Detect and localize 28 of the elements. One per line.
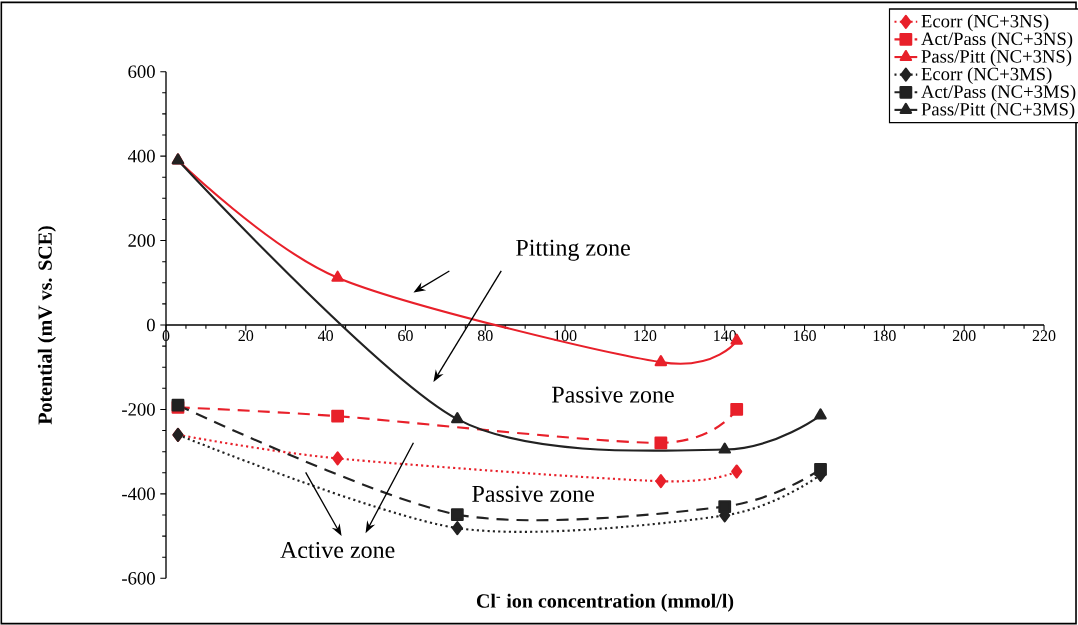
legend-label: Pass/Pitt (NC+3MS) (921, 102, 1075, 120)
x-tick-label: 60 (398, 330, 413, 342)
annotation: Active zone (280, 541, 395, 559)
y-tick-label: -200 (122, 403, 155, 416)
y-tick-label: 200 (128, 234, 155, 247)
x-tick-label: 40 (317, 330, 334, 342)
x-tick-label: 200 (952, 330, 976, 342)
legend-label: Pass/Pitt (NC+3NS) (921, 49, 1072, 67)
legend-label: Act/Pass (NC+3NS) (921, 31, 1073, 49)
y-tick-label: 0 (146, 318, 155, 332)
annotation: Pitting zone (516, 239, 630, 261)
x-tick-label: 80 (477, 330, 493, 342)
y-tick-label: -400 (122, 487, 155, 501)
x-tick-label: 160 (793, 330, 816, 342)
x-tick-label: 120 (634, 330, 657, 342)
x-tick-label: 180 (873, 330, 896, 342)
legend-label: Ecorr (NC+3MS) (921, 67, 1052, 85)
x-tick-label: 20 (238, 330, 254, 342)
legend-label: Ecorr (NC+3NS) (921, 14, 1049, 32)
y-tick-label: 400 (127, 149, 155, 163)
annotation: Passive zone (472, 485, 594, 502)
x-tick-label: 220 (1032, 330, 1056, 342)
legend-label: Act/Pass (NC+3MS) (921, 84, 1076, 102)
y-tick-label: 600 (128, 65, 155, 78)
annotation: Passive zone (552, 386, 674, 403)
x-axis-title: Cl$^{-}$ ion concentration (mmol/l) (476, 593, 734, 612)
y-tick-label: -600 (122, 572, 155, 585)
y-axis-title: Potential (mV vs. SCE) (37, 226, 56, 425)
